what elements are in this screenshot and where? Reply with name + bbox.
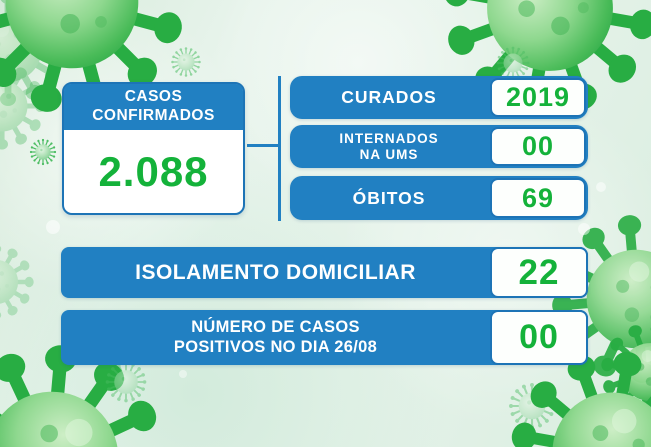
- background-dot: [596, 182, 606, 192]
- card-title-line1: CASOS: [124, 88, 183, 106]
- row-value: 22: [490, 247, 588, 298]
- virus-icon: [171, 47, 201, 77]
- virus-icon: [0, 244, 34, 319]
- stat-row-internados: INTERNADOS NA UMS 00: [290, 125, 588, 168]
- row-value: 2019: [490, 78, 586, 117]
- row-value: 00: [490, 127, 586, 166]
- virus-icon: [509, 383, 555, 429]
- confirmed-cases-value: 2.088: [98, 147, 209, 195]
- virus-icon: [524, 187, 651, 411]
- wide-row-isolamento: ISOLAMENTO DOMICILIAR 22: [61, 247, 588, 298]
- row-label-line1: NÚMERO DE CASOS: [191, 317, 360, 336]
- row-label-line1: CURADOS: [341, 87, 437, 107]
- virus-icon: [0, 63, 46, 150]
- connector-line-horizontal: [247, 144, 281, 147]
- confirmed-cases-header: CASOS CONFIRMADOS: [64, 84, 243, 130]
- virus-icon: [0, 0, 66, 106]
- connector-line-vertical: [278, 76, 281, 221]
- virus-icon: [412, 0, 651, 146]
- virus-icon: [106, 362, 147, 403]
- row-label-line1: INTERNADOS: [339, 130, 439, 146]
- row-label: NÚMERO DE CASOS POSITIVOS NO DIA 26/08: [61, 310, 490, 365]
- confirmed-cases-card: CASOS CONFIRMADOS 2.088: [62, 82, 245, 215]
- card-title-line2: CONFIRMADOS: [92, 107, 215, 124]
- row-label: ISOLAMENTO DOMICILIAR: [61, 247, 490, 298]
- row-value: 69: [490, 178, 586, 218]
- virus-icon: [593, 315, 651, 429]
- row-label: INTERNADOS NA UMS: [290, 125, 488, 168]
- virus-icon: [497, 47, 530, 80]
- row-label: ÓBITOS: [290, 176, 488, 220]
- background-dot: [46, 220, 60, 234]
- wide-row-casos-dia: NÚMERO DE CASOS POSITIVOS NO DIA 26/08 0…: [61, 310, 588, 365]
- row-label-line2: POSITIVOS NO DIA 26/08: [173, 337, 378, 356]
- virus-icon: [30, 139, 56, 165]
- row-label-line1: ÓBITOS: [352, 187, 426, 208]
- row-value: 00: [490, 310, 588, 365]
- background-dot: [179, 370, 187, 378]
- row-label-line2: NA UMS: [359, 146, 419, 162]
- stat-row-obitos: ÓBITOS 69: [290, 176, 588, 220]
- row-label-line1: ISOLAMENTO DOMICILIAR: [135, 260, 416, 284]
- background-dot: [578, 223, 590, 235]
- row-label: CURADOS: [290, 76, 488, 119]
- stat-row-curados: CURADOS 2019: [290, 76, 588, 119]
